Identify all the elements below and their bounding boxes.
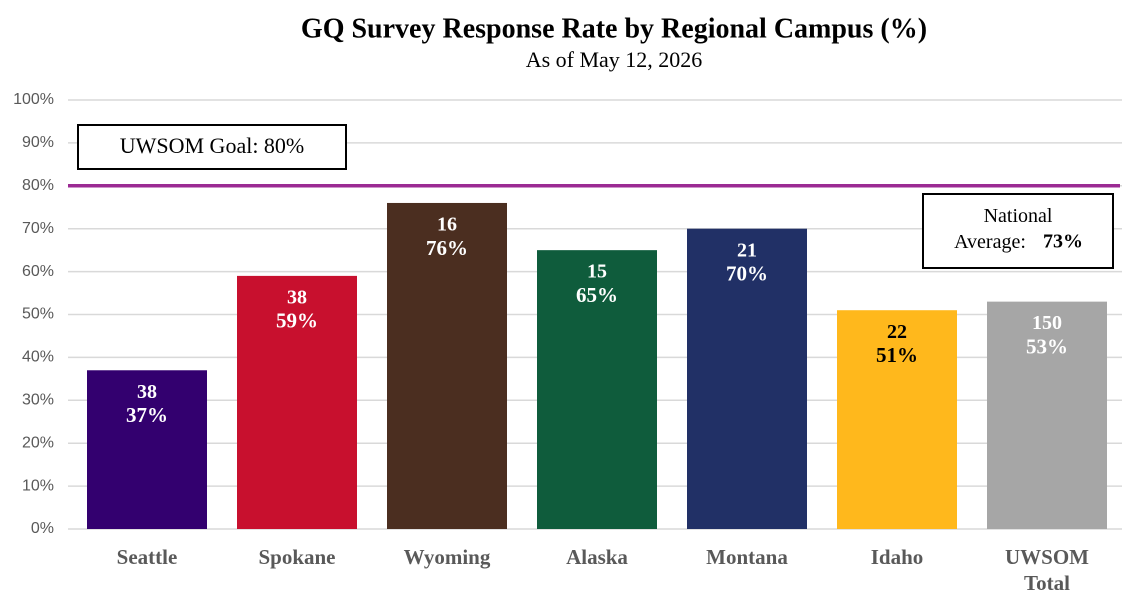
count-label: 22 — [887, 321, 907, 343]
y-tick-label: 0% — [31, 520, 54, 537]
bar — [837, 310, 957, 529]
y-tick-label: 100% — [13, 91, 54, 108]
national-average-box — [922, 193, 1114, 269]
national-average-value: 73% — [1043, 231, 1083, 253]
bar — [537, 250, 657, 529]
value-label: 53% — [1026, 334, 1068, 358]
value-label: 51% — [876, 343, 918, 367]
y-tick-label: 40% — [22, 349, 54, 366]
x-tick-label: Alaska — [566, 545, 628, 569]
x-tick-label: Spokane — [258, 545, 336, 569]
national-average-label: National Average: — [954, 205, 1053, 253]
bar — [387, 202, 507, 529]
count-label: 150 — [1032, 312, 1062, 334]
goal-box — [77, 124, 347, 170]
y-tick-label: 80% — [22, 177, 54, 194]
bar — [87, 370, 207, 529]
y-tick-label: 70% — [22, 220, 54, 237]
count-label: 16 — [437, 214, 457, 236]
x-tick-label: UWSOM Total — [1005, 545, 1089, 595]
y-tick-label: 10% — [22, 477, 54, 494]
value-label: 76% — [426, 236, 468, 260]
bar — [237, 275, 357, 529]
count-label: 21 — [737, 239, 757, 261]
x-tick-label: Idaho — [870, 545, 924, 569]
count-label: 38 — [137, 381, 157, 403]
value-label: 37% — [126, 403, 168, 427]
y-tick-label: 50% — [22, 306, 54, 323]
x-tick-label: Montana — [706, 545, 788, 569]
y-tick-label: 30% — [22, 392, 54, 409]
y-tick-label: 90% — [22, 134, 54, 151]
bar — [687, 228, 807, 529]
count-label: 38 — [287, 286, 307, 308]
goal-label: UWSOM Goal: 80% — [120, 133, 305, 158]
x-tick-label: Seattle — [116, 545, 178, 569]
y-tick-label: 20% — [22, 434, 54, 451]
chart-subtitle: As of May 12, 2026 — [526, 47, 703, 72]
x-tick-label: Wyoming — [403, 545, 491, 569]
value-label: 70% — [726, 262, 768, 286]
chart-title: GQ Survey Response Rate by Regional Camp… — [301, 13, 927, 44]
bar — [987, 301, 1107, 529]
y-tick-label: 60% — [22, 263, 54, 280]
value-label: 59% — [276, 309, 318, 333]
value-label: 65% — [576, 283, 618, 307]
count-label: 15 — [587, 261, 607, 283]
